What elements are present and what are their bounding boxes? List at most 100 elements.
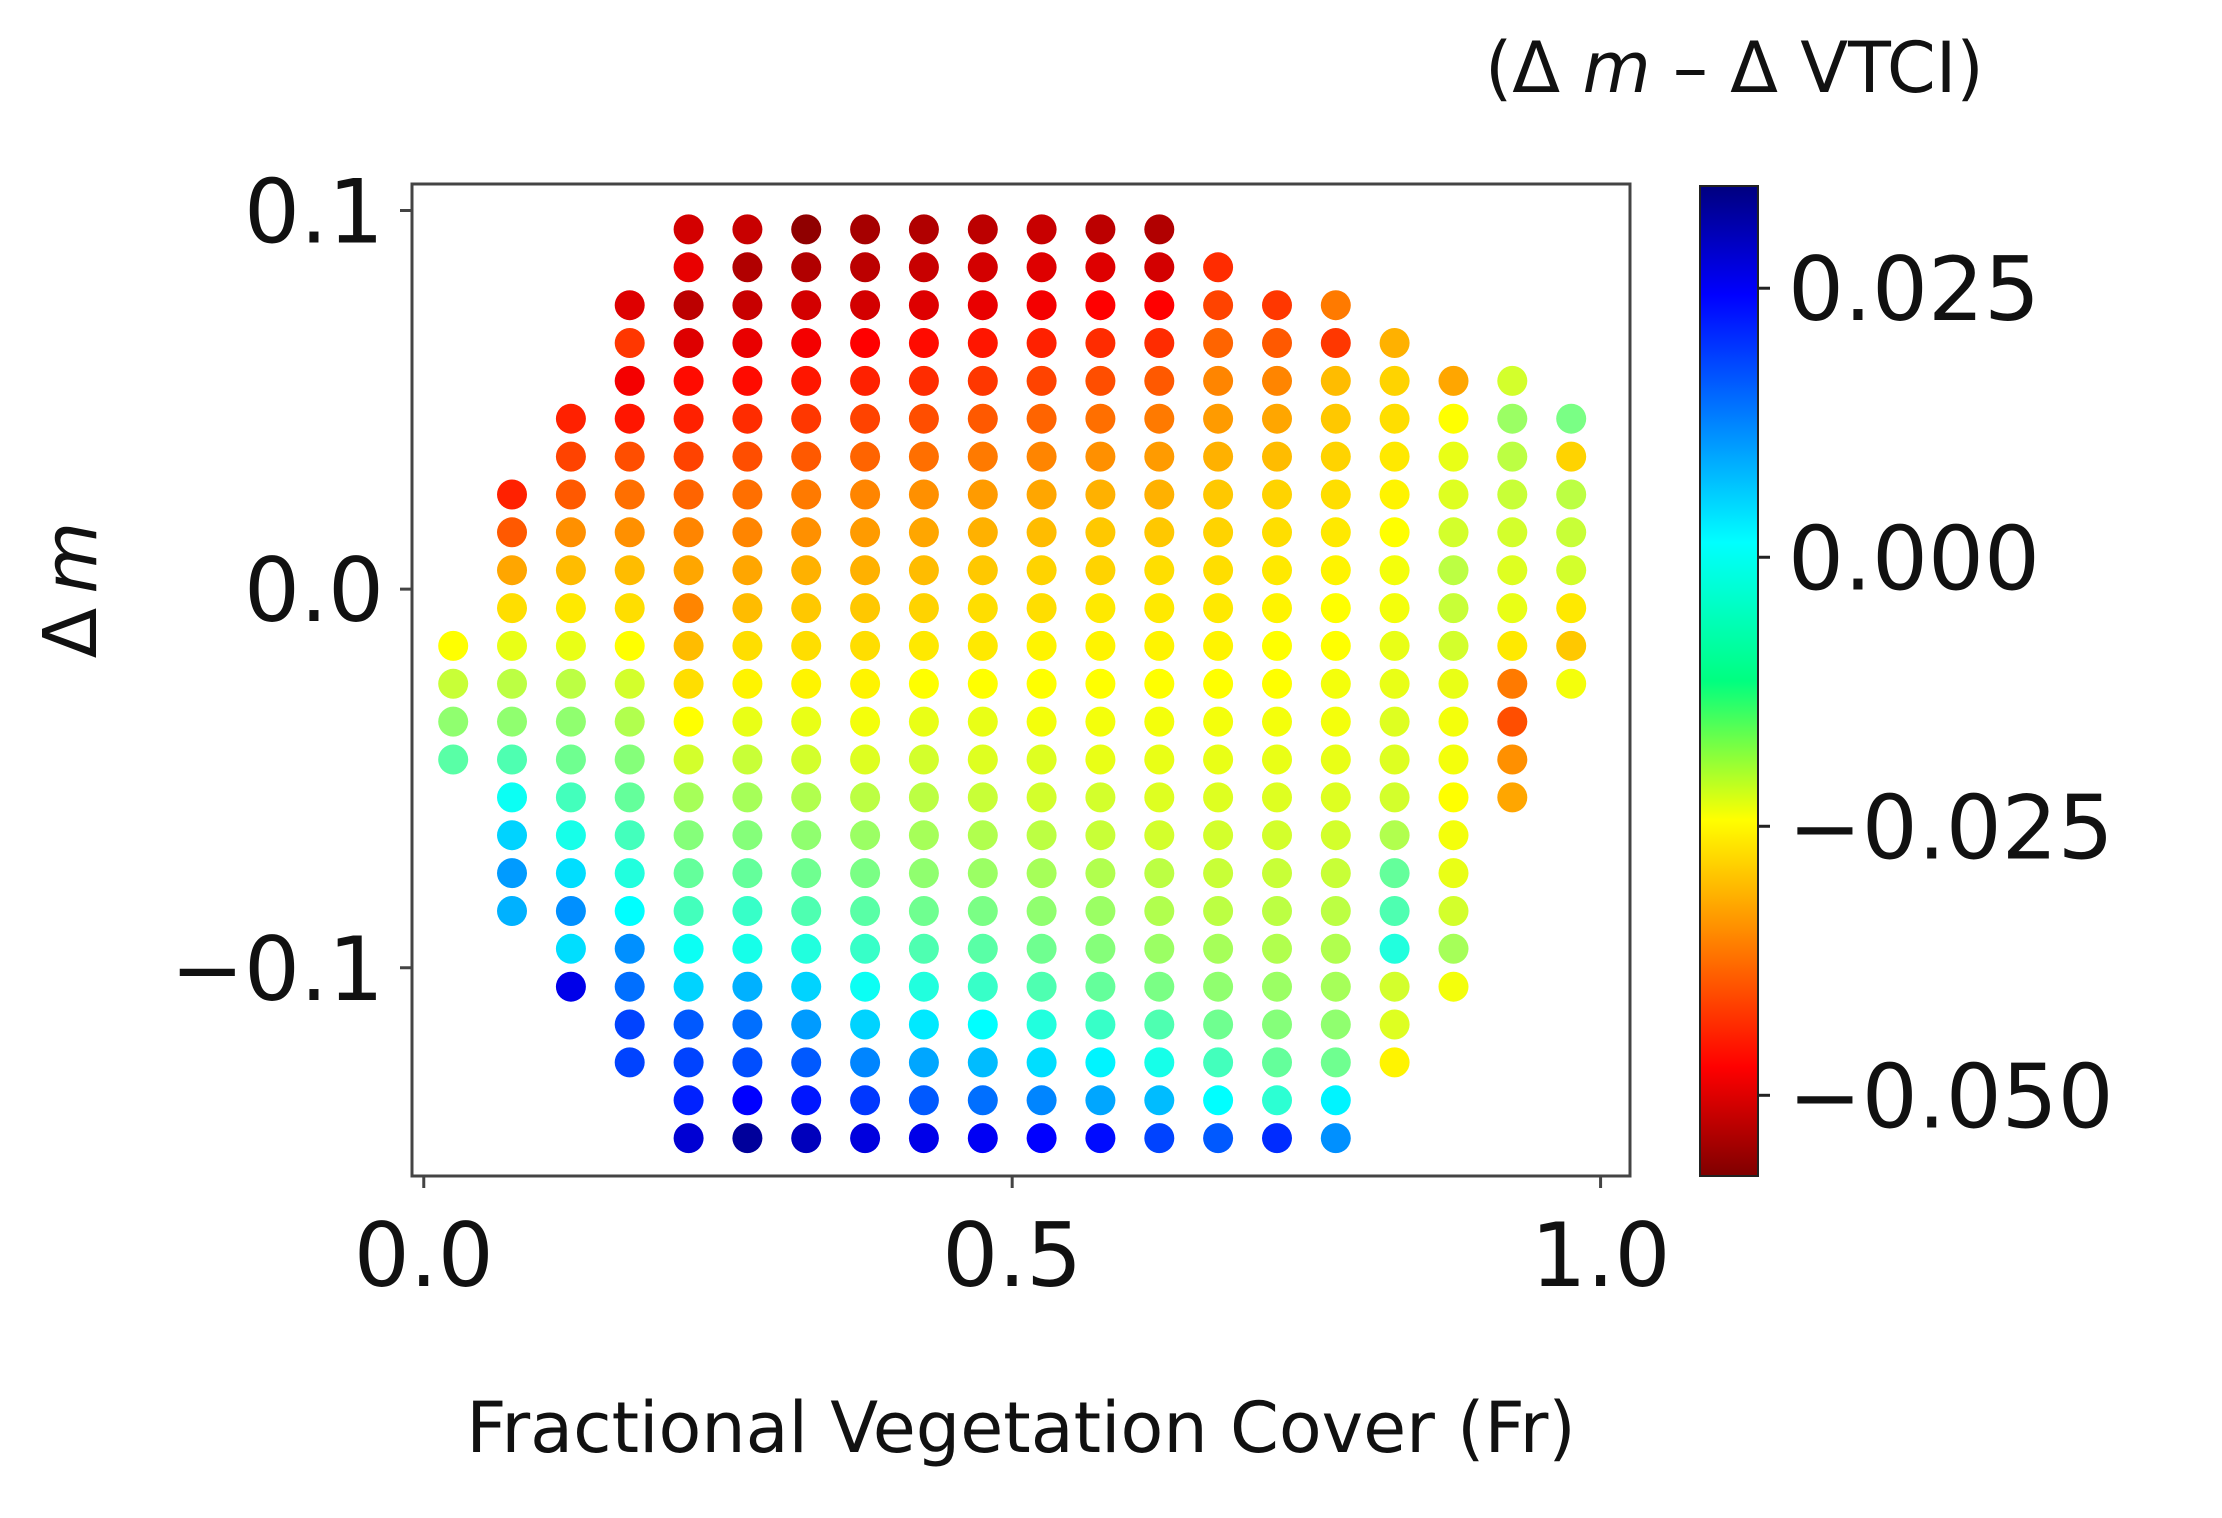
data-point xyxy=(614,290,645,321)
data-point xyxy=(1262,365,1292,396)
data-point xyxy=(850,1009,881,1040)
data-point xyxy=(1497,593,1528,624)
data-point xyxy=(1085,555,1116,586)
data-point xyxy=(1026,252,1057,283)
data-point xyxy=(673,290,704,321)
data-point xyxy=(1438,441,1469,472)
data-point xyxy=(967,1009,998,1040)
data-point xyxy=(1438,593,1469,624)
data-point xyxy=(967,1123,998,1154)
data-point xyxy=(850,668,881,699)
data-point xyxy=(614,668,645,699)
data-point xyxy=(850,441,881,472)
data-point xyxy=(673,479,704,510)
data-point xyxy=(1438,933,1469,964)
data-point xyxy=(1556,593,1587,624)
data-point xyxy=(791,365,822,396)
data-point xyxy=(1262,668,1292,699)
data-point xyxy=(732,403,763,434)
data-point xyxy=(1085,441,1116,472)
data-point xyxy=(1085,593,1116,624)
data-point xyxy=(1203,1123,1234,1154)
data-point xyxy=(555,858,586,889)
data-point xyxy=(1556,441,1587,472)
data-point xyxy=(1379,820,1410,851)
data-point xyxy=(1144,593,1175,624)
data-point xyxy=(673,858,704,889)
data-point xyxy=(1438,858,1469,889)
data-point xyxy=(1556,403,1587,434)
data-point xyxy=(850,933,881,964)
data-point xyxy=(908,1085,939,1116)
data-point xyxy=(555,896,586,926)
data-point xyxy=(1262,1123,1292,1154)
data-point xyxy=(1026,971,1057,1002)
data-point xyxy=(850,517,881,548)
data-point xyxy=(1144,441,1175,472)
data-point xyxy=(1203,403,1234,434)
data-point xyxy=(673,744,704,775)
data-point xyxy=(1320,630,1351,661)
data-point xyxy=(1203,1009,1234,1040)
data-point xyxy=(673,328,704,358)
data-point xyxy=(1438,782,1469,813)
data-point xyxy=(1203,441,1234,472)
data-point xyxy=(1026,668,1057,699)
data-point xyxy=(1144,971,1175,1002)
data-point xyxy=(1497,782,1528,813)
x-tick-label: 1.0 xyxy=(1531,1204,1671,1307)
data-point xyxy=(967,214,998,245)
data-point xyxy=(732,1047,763,1078)
data-point xyxy=(1203,479,1234,510)
data-point xyxy=(1320,1009,1351,1040)
data-point xyxy=(614,403,645,434)
data-point xyxy=(1026,630,1057,661)
data-point xyxy=(1144,896,1175,926)
data-point xyxy=(967,858,998,889)
data-point xyxy=(673,214,704,245)
data-point xyxy=(1085,252,1116,283)
data-point xyxy=(732,820,763,851)
data-point xyxy=(1144,1085,1175,1116)
data-point xyxy=(614,782,645,813)
data-point xyxy=(850,782,881,813)
data-point xyxy=(1320,555,1351,586)
data-point xyxy=(1379,744,1410,775)
data-point xyxy=(1262,933,1292,964)
data-point xyxy=(1556,555,1587,586)
data-point xyxy=(1026,365,1057,396)
data-point xyxy=(614,517,645,548)
data-point xyxy=(850,365,881,396)
data-point xyxy=(673,365,704,396)
data-point xyxy=(1026,517,1057,548)
scatter-points xyxy=(438,214,1587,1154)
data-point xyxy=(1026,479,1057,510)
y-tick-label: 0.1 xyxy=(244,161,384,264)
data-point xyxy=(732,479,763,510)
data-point xyxy=(1144,1123,1175,1154)
colorbar-tick-label: −0.025 xyxy=(1788,776,2114,879)
data-point xyxy=(791,630,822,661)
data-point xyxy=(908,820,939,851)
data-point xyxy=(497,744,527,775)
data-point xyxy=(967,933,998,964)
colorbar xyxy=(1699,185,1759,1177)
data-point xyxy=(908,365,939,396)
data-point xyxy=(614,479,645,510)
data-point xyxy=(614,896,645,926)
data-point xyxy=(850,820,881,851)
data-point xyxy=(1262,744,1292,775)
data-point xyxy=(673,896,704,926)
data-point xyxy=(791,668,822,699)
data-point xyxy=(1085,290,1116,321)
data-point xyxy=(791,290,822,321)
data-point xyxy=(1262,517,1292,548)
data-point xyxy=(673,820,704,851)
data-point xyxy=(1262,555,1292,586)
data-point xyxy=(908,555,939,586)
data-point xyxy=(1438,365,1469,396)
data-point xyxy=(1085,1009,1116,1040)
data-point xyxy=(732,630,763,661)
data-point xyxy=(1085,1123,1116,1154)
data-point xyxy=(1438,744,1469,775)
